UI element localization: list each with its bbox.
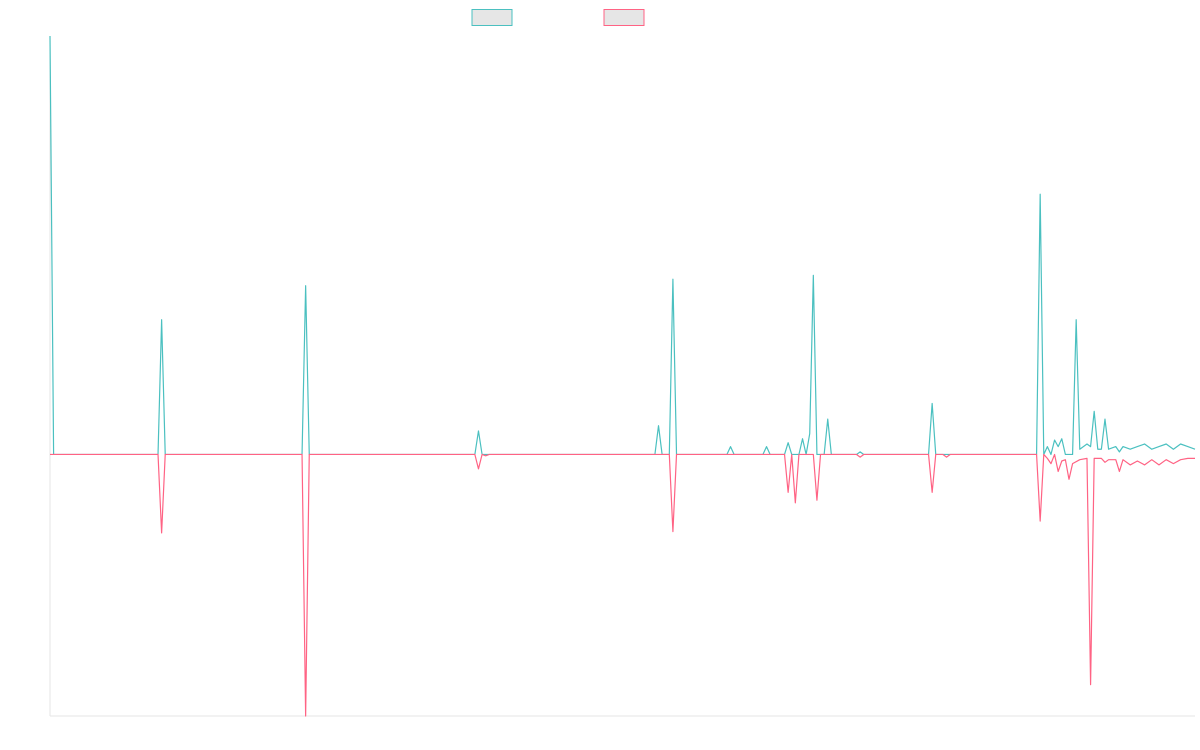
series-line-1 [49, 35, 1196, 456]
legend [471, 9, 645, 26]
series-line-2 [50, 453, 1195, 717]
legend-swatch-1 [471, 9, 513, 26]
legend-swatch-2 [603, 9, 645, 26]
series-group [49, 35, 1196, 717]
axes [49, 36, 1195, 717]
